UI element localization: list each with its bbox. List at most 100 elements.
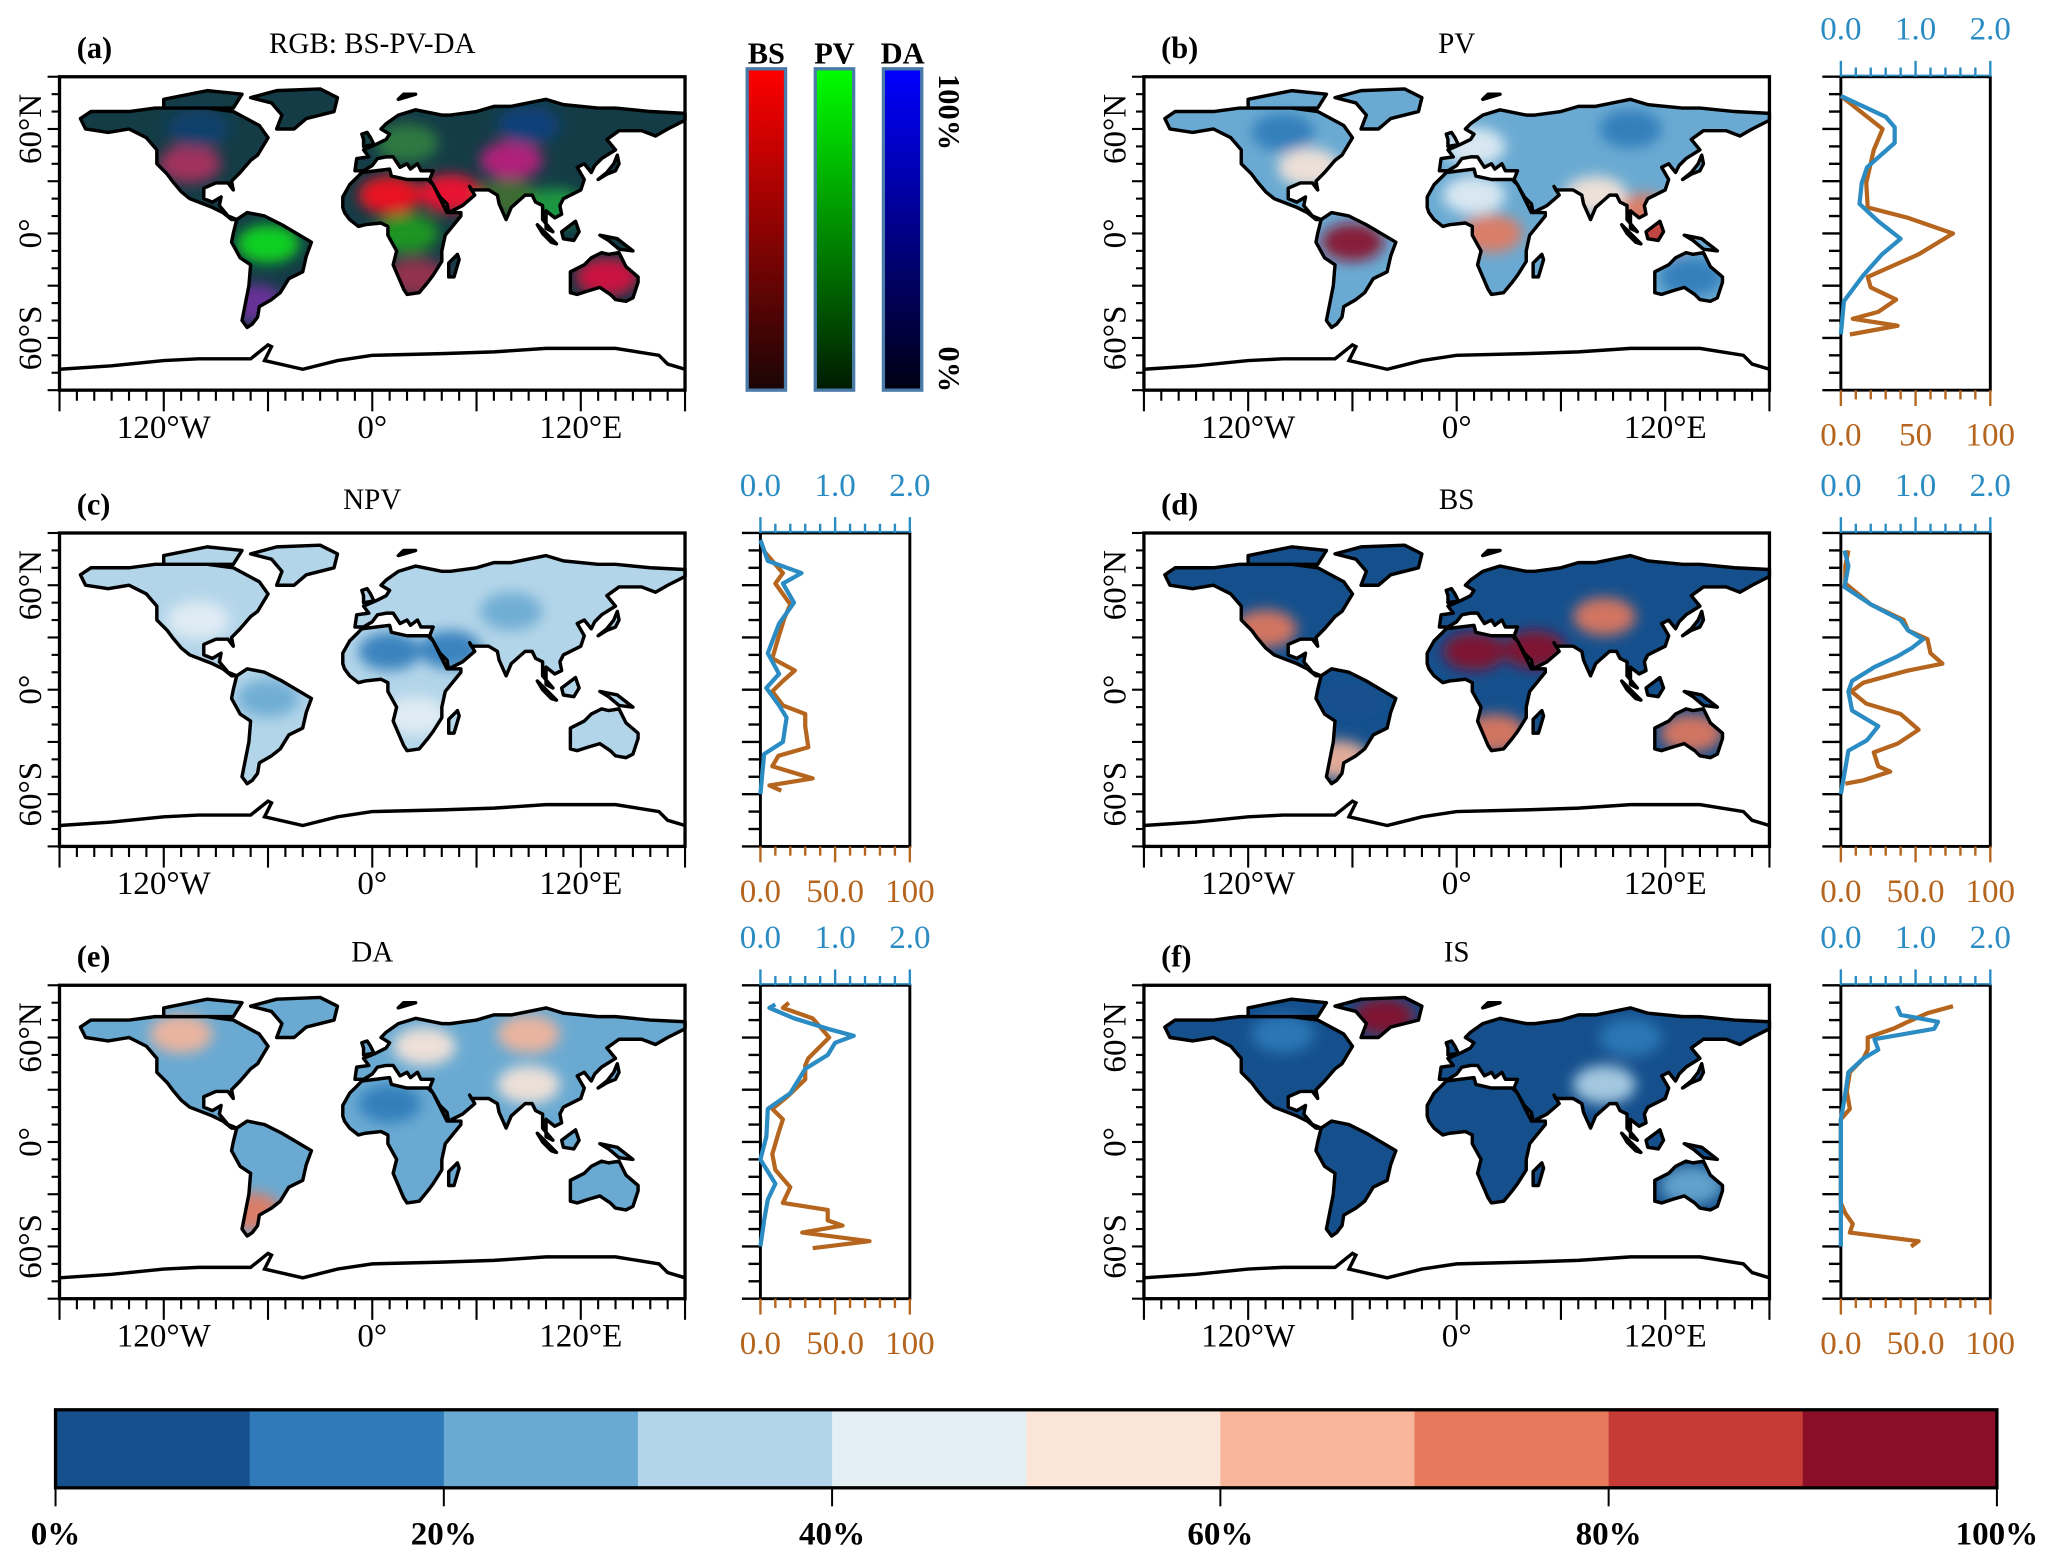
map-hotspot bbox=[375, 214, 439, 253]
latitude-profile-d: 0.0 0.0 50.0 1.0 100 2.0 bbox=[1820, 468, 2015, 910]
map-panel-f: (f) IS 60°N 0° 60°S 120°W 0° 120°E bbox=[1097, 936, 1772, 1354]
top-axis-tick-label: 2.0 bbox=[889, 920, 930, 956]
rgb-legend-bar-label: BS bbox=[748, 37, 785, 71]
map-hotspot bbox=[1599, 109, 1662, 149]
rgb-legend-bar-bs bbox=[745, 67, 788, 392]
map-panel-d: (d) BS 60°N 0° 60°S 120°W 0° 120°E bbox=[1097, 484, 1772, 902]
top-axis-tick-label: 2.0 bbox=[1970, 12, 2011, 48]
bottom-axis-tick-label: 50.0 bbox=[806, 1326, 864, 1362]
map-hotspot bbox=[384, 696, 447, 735]
top-axis-tick-label: 0.0 bbox=[1820, 920, 1861, 956]
antarctica-coastline bbox=[1143, 342, 1770, 372]
colorbar-swatch bbox=[443, 1409, 639, 1488]
coastline bbox=[78, 543, 687, 786]
top-axis-tick-label: 0.0 bbox=[740, 920, 781, 956]
antarctica-coastline bbox=[59, 342, 686, 372]
colorbar-swatch bbox=[1802, 1409, 1998, 1488]
lat-label: 60°S bbox=[13, 306, 49, 371]
lat-label: 60°N bbox=[13, 1002, 49, 1072]
colorbar-frame bbox=[53, 1408, 1999, 1490]
coastline bbox=[1163, 87, 1772, 330]
map-hotspot bbox=[1307, 740, 1370, 779]
bottom-axis-tick-label: 0.0 bbox=[740, 1326, 781, 1362]
map-hotspot bbox=[236, 679, 300, 718]
colorbar-swatch bbox=[637, 1409, 833, 1488]
colorbar-swatch bbox=[1026, 1409, 1222, 1488]
map-hotspot bbox=[358, 175, 421, 215]
lat-label: 60°S bbox=[13, 762, 49, 827]
map-hotspot bbox=[1321, 679, 1384, 718]
bottom-axis-tick-label: 0.0 bbox=[1820, 418, 1861, 454]
lon-label: 120°W bbox=[1201, 866, 1296, 902]
lat-label: 60°S bbox=[1097, 762, 1133, 827]
colorbar-swatch bbox=[55, 1409, 251, 1488]
coastline bbox=[78, 995, 687, 1238]
lon-label: 120°W bbox=[1201, 410, 1296, 446]
map-hotspot bbox=[375, 123, 439, 163]
map-hotspot bbox=[158, 144, 222, 183]
colorbar-swatch bbox=[832, 1409, 1027, 1488]
antarctica-coastline bbox=[59, 799, 686, 828]
latitude-profile-e: 0.0 0.0 50.0 1.0 100 2.0 bbox=[740, 920, 935, 1362]
lon-label: 120°E bbox=[1624, 1318, 1707, 1354]
map-hotspot bbox=[222, 283, 286, 323]
bottom-axis-tick-label: 0.0 bbox=[1820, 874, 1861, 910]
panel-label: (d) bbox=[1161, 487, 1198, 521]
top-axis-tick-label: 2.0 bbox=[1970, 468, 2011, 504]
lon-label: 0° bbox=[357, 410, 387, 446]
lon-label: 120°E bbox=[539, 866, 622, 902]
bottom-axis-tick-label: 100 bbox=[1966, 1326, 2016, 1362]
lat-label: 0° bbox=[13, 675, 49, 705]
lat-label: 0° bbox=[1097, 1127, 1133, 1157]
map-hotspot bbox=[1251, 1014, 1315, 1054]
profile-line-bottom-axis bbox=[761, 549, 815, 793]
profile-frame bbox=[758, 531, 912, 848]
top-axis-tick-label: 0.0 bbox=[740, 468, 781, 504]
bottom-axis-tick-label: 50.0 bbox=[1887, 1326, 1945, 1362]
bottom-axis-tick-label: 100 bbox=[885, 874, 935, 910]
map-hotspot bbox=[358, 1084, 421, 1123]
lat-label: 0° bbox=[1097, 675, 1133, 705]
map-hotspot bbox=[1659, 257, 1723, 297]
map-hotspot bbox=[1460, 214, 1523, 253]
antarctica-coastline bbox=[1143, 799, 1770, 828]
rgb-legend-bar-label: PV bbox=[814, 37, 855, 71]
profile-line-top-axis bbox=[1838, 94, 1903, 335]
map-hotspot bbox=[497, 1065, 560, 1104]
map-hotspot bbox=[480, 592, 543, 631]
coastline bbox=[78, 87, 687, 330]
colorbar-tick-label: 80% bbox=[1576, 1517, 1642, 1550]
map-hotspot bbox=[1659, 1166, 1723, 1205]
rgb-legend-min-label: 0% bbox=[932, 347, 966, 393]
bottom-axis-tick-label: 50.0 bbox=[1887, 874, 1945, 910]
map-hotspot bbox=[1251, 113, 1315, 152]
bottom-axis-tick-label: 0.0 bbox=[1820, 1326, 1861, 1362]
panel-title: IS bbox=[1444, 936, 1470, 968]
lon-label: 120°E bbox=[539, 1318, 622, 1354]
map-hotspot bbox=[393, 1027, 456, 1066]
profile-line-top-axis bbox=[758, 1002, 856, 1247]
panel-title: DA bbox=[351, 936, 393, 968]
bottom-axis-tick-label: 100 bbox=[1966, 874, 2016, 910]
map-hotspot bbox=[497, 106, 560, 145]
top-axis-tick-label: 0.0 bbox=[1820, 12, 1861, 48]
coastline bbox=[1163, 995, 1772, 1238]
latitude-profile-f: 0.0 0.0 50.0 1.0 100 2.0 bbox=[1820, 920, 2015, 1362]
lat-label: 0° bbox=[13, 1127, 49, 1157]
lat-label: 60°N bbox=[1097, 94, 1133, 164]
map-hotspot bbox=[575, 257, 639, 297]
top-axis-tick-label: 1.0 bbox=[1895, 12, 1936, 48]
lon-label: 0° bbox=[357, 1318, 387, 1354]
map-hotspot bbox=[236, 224, 300, 264]
bottom-axis-tick-label: 100 bbox=[1966, 418, 2016, 454]
top-axis-tick-label: 1.0 bbox=[1895, 468, 1936, 504]
map-hotspot bbox=[1234, 609, 1297, 648]
lon-label: 0° bbox=[357, 866, 387, 902]
map-hotspot bbox=[1321, 223, 1384, 262]
lat-label: 0° bbox=[13, 219, 49, 249]
rgb-legend-max-label: 100% bbox=[932, 74, 966, 150]
colorbar-tick-label: 40% bbox=[799, 1517, 865, 1550]
profile-line-top-axis bbox=[1838, 549, 1926, 795]
colorbar: 0% 20% 40% 60% 80% 100% bbox=[31, 1408, 2038, 1550]
